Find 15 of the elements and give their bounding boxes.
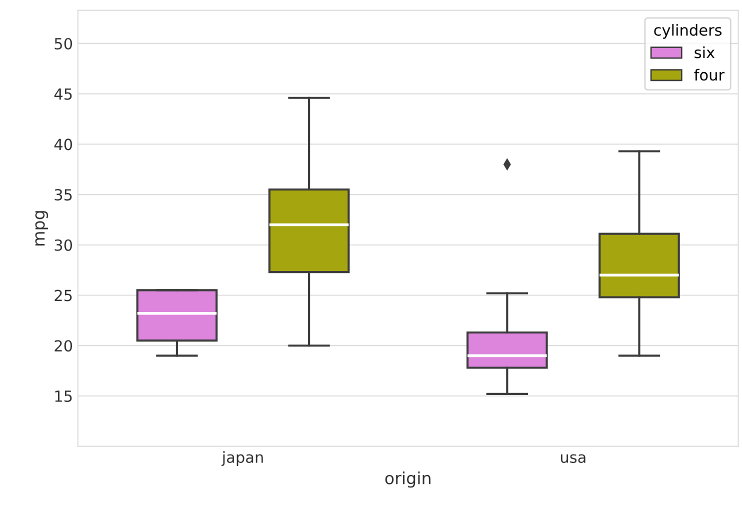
y-tick-label: 50 bbox=[54, 38, 72, 50]
x-tick-label: usa bbox=[560, 454, 586, 463]
y-tick-label: 30 bbox=[54, 239, 72, 251]
y-axis-title: mpg bbox=[35, 211, 48, 246]
y-tick-label: 40 bbox=[54, 138, 72, 150]
y-tick-label: 35 bbox=[54, 189, 72, 201]
x-tick-label: japan bbox=[222, 451, 263, 466]
x-axis-title: origin bbox=[385, 472, 430, 488]
y-tick-label: 20 bbox=[54, 340, 72, 352]
legend-title: cylinders bbox=[654, 24, 722, 39]
y-tick-label: 25 bbox=[54, 290, 72, 302]
legend-label: four bbox=[694, 68, 725, 81]
y-tick-label: 45 bbox=[54, 88, 72, 100]
legend-label: six bbox=[694, 46, 715, 58]
y-tick-label: 15 bbox=[55, 390, 72, 402]
